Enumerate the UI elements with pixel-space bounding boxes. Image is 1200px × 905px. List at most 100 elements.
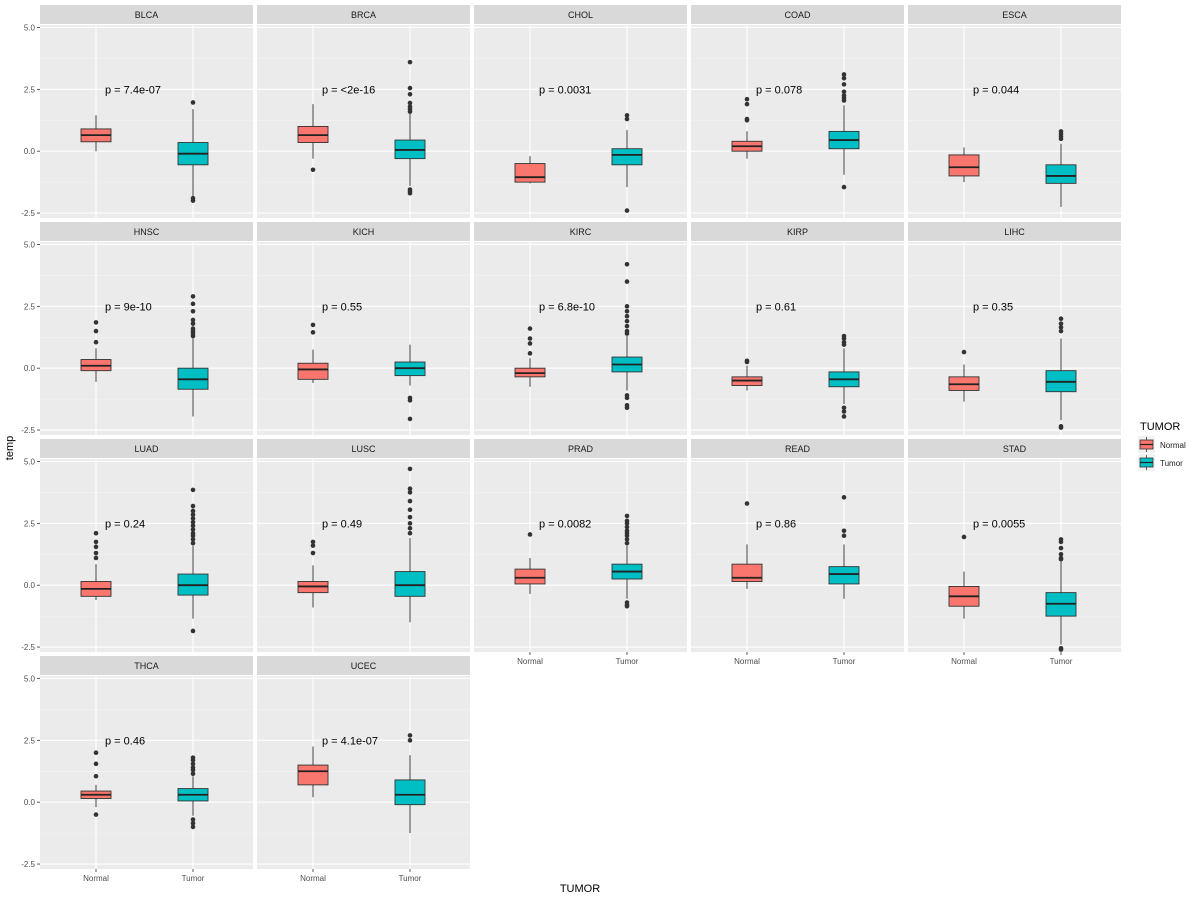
tumor-box-ucec xyxy=(394,779,426,806)
normal-box-chol xyxy=(514,163,546,183)
y-tick-label: 2.5 xyxy=(24,302,36,311)
y-tick-label: 5.0 xyxy=(24,457,36,466)
p-value-label-chol: p = 0.0031 xyxy=(539,84,591,96)
normal-outlier-point xyxy=(310,322,316,328)
tumor-outlier-point xyxy=(190,508,196,514)
facet-strip-prad xyxy=(474,439,687,458)
tumor-outlier-point xyxy=(841,414,847,419)
facet-panel-esca xyxy=(908,25,1121,218)
normal-outlier-point xyxy=(527,532,533,537)
tumor-outlier-point xyxy=(624,261,630,267)
legend-title: TUMOR xyxy=(1140,421,1180,433)
tumor-outlier-point xyxy=(841,75,847,81)
tumor-outlier-point xyxy=(190,503,196,509)
tumor-outlier-point xyxy=(841,184,847,190)
facet-panel-kich xyxy=(257,242,470,435)
normal-outlier-point xyxy=(93,550,99,556)
facet-label-kich: KICH xyxy=(353,227,375,237)
tumor-outlier-point xyxy=(407,100,413,106)
facet-label-read: READ xyxy=(785,444,811,454)
tumor-outlier-point xyxy=(407,466,413,472)
normal-box-ucec xyxy=(297,764,329,786)
x-tick-label-normal: Normal xyxy=(951,657,977,666)
x-tick-label-tumor: Tumor xyxy=(399,874,422,883)
normal-outlier-point xyxy=(744,501,750,506)
tumor-outlier-point xyxy=(624,518,630,524)
normal-outlier-point xyxy=(93,328,99,334)
facet-strip-coad xyxy=(691,5,904,24)
facet-strip-blca xyxy=(40,5,253,24)
p-value-label-ucec: p = 4.1e-07 xyxy=(322,735,378,747)
normal-outlier-point xyxy=(310,167,316,173)
facet-panel-coad xyxy=(691,25,904,218)
tumor-box-esca xyxy=(1045,164,1077,184)
facet-panel-thca xyxy=(40,676,253,869)
facet-label-blca: BLCA xyxy=(135,10,159,20)
tumor-outlier-point xyxy=(407,490,413,495)
facet-label-thca: THCA xyxy=(134,661,159,671)
normal-outlier-point xyxy=(310,539,316,545)
normal-outlier-point xyxy=(527,326,533,331)
tumor-outlier-point xyxy=(624,540,630,546)
tumor-outlier-point xyxy=(190,537,196,542)
facet-panel-chol xyxy=(474,25,687,218)
tumor-outlier-point xyxy=(624,395,630,401)
tumor-outlier-point xyxy=(1058,325,1064,330)
tumor-outlier-point xyxy=(841,528,847,534)
y-tick-label: 0.0 xyxy=(24,798,36,807)
tumor-outlier-point xyxy=(624,304,630,309)
tumor-outlier-point xyxy=(190,771,196,777)
x-tick-label-normal: Normal xyxy=(83,874,109,883)
normal-outlier-point xyxy=(93,555,99,561)
y-tick-label: 0.0 xyxy=(24,581,36,590)
tumor-outlier-point xyxy=(407,521,413,526)
tumor-outlier-point xyxy=(407,85,413,91)
p-value-label-read: p = 0.86 xyxy=(756,518,796,530)
tumor-outlier-point xyxy=(1058,425,1064,430)
tumor-outlier-point xyxy=(841,409,847,414)
tumor-outlier-point xyxy=(190,523,196,529)
tumor-outlier-point xyxy=(624,603,630,609)
tumor-outlier-point xyxy=(624,116,630,122)
x-tick-label-normal: Normal xyxy=(300,874,326,883)
x-tick-label-tumor: Tumor xyxy=(182,874,205,883)
p-value-label-kirc: p = 6.8e-10 xyxy=(539,301,595,313)
tumor-outlier-point xyxy=(624,318,630,324)
tumor-outlier-point xyxy=(407,530,413,536)
facet-strip-ucec xyxy=(257,656,470,675)
normal-outlier-point xyxy=(93,773,99,779)
facet-panel-kirc xyxy=(474,242,687,435)
facet-panel-blca xyxy=(40,25,253,218)
normal-outlier-point xyxy=(961,349,967,355)
facet-strip-kirc xyxy=(474,222,687,241)
tumor-outlier-point xyxy=(407,738,413,743)
normal-outlier-point xyxy=(93,530,99,536)
facet-label-esca: ESCA xyxy=(1002,10,1027,20)
facet-strip-read xyxy=(691,439,904,458)
p-value-label-stad: p = 0.0055 xyxy=(973,518,1025,530)
normal-outlier-point xyxy=(527,351,533,356)
normal-outlier-point xyxy=(310,330,316,335)
tumor-outlier-point xyxy=(407,190,413,196)
y-tick-label: 5.0 xyxy=(24,674,36,683)
tumor-outlier-point xyxy=(1058,321,1064,326)
tumor-outlier-point xyxy=(190,765,196,770)
y-tick-label: 0.0 xyxy=(24,147,36,156)
tumor-outlier-point xyxy=(190,326,196,331)
legend-label-tumor: Tumor xyxy=(1160,459,1183,468)
tumor-outlier-point xyxy=(624,328,630,334)
tumor-outlier-point xyxy=(1058,555,1064,561)
tumor-outlier-point xyxy=(190,761,196,767)
p-value-label-prad: p = 0.0082 xyxy=(539,518,591,530)
tumor-outlier-point xyxy=(190,824,196,830)
facet-strip-lihc xyxy=(908,222,1121,241)
tumor-outlier-point xyxy=(190,487,196,493)
normal-outlier-point xyxy=(744,101,750,107)
facet-strip-lusc xyxy=(257,439,470,458)
tumor-outlier-point xyxy=(624,308,630,314)
y-tick-label: 2.5 xyxy=(24,85,36,94)
tumor-outlier-point xyxy=(841,495,847,500)
p-value-label-coad: p = 0.078 xyxy=(756,84,802,96)
tumor-outlier-point xyxy=(841,72,847,77)
tumor-outlier-point xyxy=(624,513,630,519)
